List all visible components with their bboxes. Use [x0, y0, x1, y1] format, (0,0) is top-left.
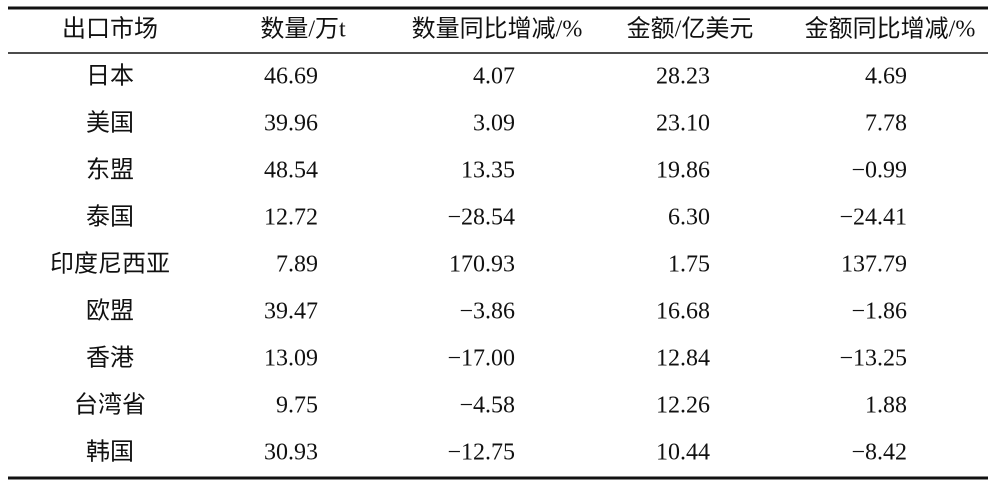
row-label: 泰国 [86, 204, 134, 231]
cell: 4.07 [473, 64, 515, 90]
cell: −3.86 [459, 299, 515, 325]
cell: 170.93 [449, 252, 515, 278]
cell: −4.58 [459, 393, 515, 419]
row-label: 欧盟 [86, 298, 134, 325]
cell: 6.30 [668, 205, 710, 231]
cell: 10.44 [656, 440, 710, 466]
cell: 1.88 [865, 393, 907, 419]
header-cell: 金额/亿美元 [627, 16, 754, 43]
row-label: 东盟 [86, 157, 134, 184]
cell: 19.86 [656, 158, 710, 184]
cell: 13.35 [461, 158, 515, 184]
row-label: 台湾省 [74, 392, 146, 419]
row-label: 美国 [86, 110, 134, 137]
cell: −1.86 [851, 299, 907, 325]
cell: 48.54 [264, 158, 318, 184]
cell: 12.72 [264, 205, 318, 231]
cell: −13.25 [839, 346, 907, 372]
cell: −28.54 [447, 205, 515, 231]
row-label: 日本 [86, 63, 134, 90]
header-cell: 金额同比增减/% [805, 16, 976, 43]
header-cell: 数量同比增减/% [412, 16, 583, 43]
cell: 39.96 [264, 111, 318, 137]
cell: 28.23 [656, 64, 710, 90]
cell: 9.75 [276, 393, 318, 419]
cell: −17.00 [447, 346, 515, 372]
cell: 12.26 [656, 393, 710, 419]
cell: 13.09 [264, 346, 318, 372]
cell: −0.99 [851, 158, 907, 184]
header-cell: 出口市场 [62, 16, 158, 43]
cell: −8.42 [851, 440, 907, 466]
cell: −24.41 [839, 205, 907, 231]
header-cell: 数量/万t [260, 16, 346, 43]
row-label: 韩国 [86, 439, 134, 466]
cell: 46.69 [264, 64, 318, 90]
cell: −12.75 [447, 440, 515, 466]
cell: 7.78 [865, 111, 907, 137]
cell: 23.10 [656, 111, 710, 137]
cell: 4.69 [865, 64, 907, 90]
cell: 1.75 [668, 252, 710, 278]
cell: 16.68 [656, 299, 710, 325]
cell: 137.79 [841, 252, 907, 278]
row-label: 印度尼西亚 [50, 251, 170, 278]
cell: 30.93 [264, 440, 318, 466]
row-label: 香港 [86, 345, 134, 372]
cell: 12.84 [656, 346, 710, 372]
cell: 39.47 [264, 299, 318, 325]
cell: 7.89 [276, 252, 318, 278]
cell: 3.09 [473, 111, 515, 137]
